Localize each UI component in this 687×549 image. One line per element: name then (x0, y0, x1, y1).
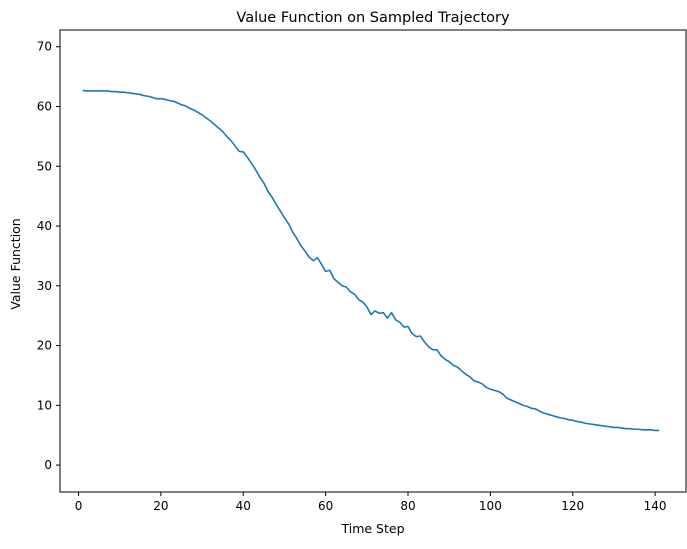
series-line (82, 89, 660, 432)
y-tick-label: 70 (37, 40, 52, 54)
y-axis-label: Value Function (8, 218, 23, 309)
x-tick-label: 120 (561, 499, 584, 513)
y-tick-label: 0 (44, 458, 52, 472)
plot-frame (59, 29, 687, 493)
y-tick-label: 10 (37, 398, 52, 412)
y-tick-label: 40 (37, 219, 52, 233)
x-tick-label: 60 (318, 499, 333, 513)
chart-title: Value Function on Sampled Trajectory (236, 10, 510, 26)
y-tick-label: 20 (37, 339, 52, 353)
x-tick-label: 0 (75, 499, 83, 513)
y-tick-label: 30 (37, 279, 52, 293)
plot-area (82, 89, 660, 432)
x-axis-label: Time Step (340, 521, 404, 536)
y-tick-label: 60 (37, 100, 52, 114)
x-tick-label: 40 (236, 499, 251, 513)
y-tick-label: 50 (37, 159, 52, 173)
x-tick-label: 100 (479, 499, 502, 513)
x-axis-ticks: 0 20 40 60 80 100 120 140 (75, 492, 667, 513)
x-tick-label: 20 (153, 499, 168, 513)
y-axis-ticks: 0 10 20 30 40 50 60 70 (37, 40, 60, 472)
x-tick-label: 80 (400, 499, 415, 513)
x-tick-label: 140 (644, 499, 667, 513)
